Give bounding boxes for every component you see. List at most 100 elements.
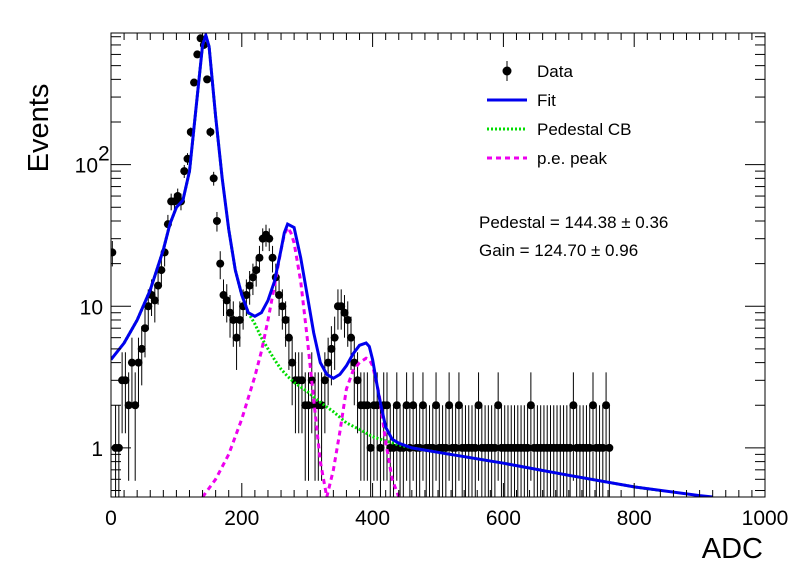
data-point <box>278 302 287 311</box>
data-point <box>474 401 483 410</box>
legend-entry: Data <box>502 61 573 81</box>
data-point <box>304 401 313 410</box>
data-point <box>137 344 146 353</box>
data-point <box>585 443 594 452</box>
data-point <box>418 401 427 410</box>
data-point <box>588 401 597 410</box>
x-tick-label: 200 <box>224 507 259 530</box>
data-point <box>226 308 235 317</box>
fit-annotation: Pedestal = 144.38 ± 0.36 <box>479 213 668 232</box>
data-point <box>343 315 352 324</box>
data-point <box>307 376 316 385</box>
y-axis-title: Events <box>23 84 55 173</box>
data-point <box>598 443 607 452</box>
legend-label: p.e. peak <box>537 149 607 168</box>
data-point <box>150 296 159 305</box>
data-point <box>144 302 153 311</box>
data-point <box>340 308 349 317</box>
data-point <box>232 333 241 342</box>
data-point <box>363 401 372 410</box>
data-point <box>432 401 441 410</box>
series-p-e-peak-curve <box>201 224 401 497</box>
y-tick-label: 10 <box>75 155 98 178</box>
data-points <box>111 34 614 497</box>
data-point <box>451 443 460 452</box>
data-point <box>248 273 257 282</box>
y-tick-label: 10 <box>80 296 103 319</box>
data-point <box>392 401 401 410</box>
data-point <box>265 234 274 243</box>
data-point <box>402 401 411 410</box>
legend-label: Data <box>537 62 573 81</box>
data-point <box>494 401 503 410</box>
data-point <box>121 376 130 385</box>
data-point <box>490 443 499 452</box>
data-point <box>245 281 254 290</box>
fit-annotations: Pedestal = 144.38 ± 0.36 Gain = 124.70 ± … <box>479 213 668 260</box>
data-point <box>111 248 117 257</box>
x-tick-label: 800 <box>617 507 652 530</box>
data-point <box>284 333 293 342</box>
y-tick-label: 1 <box>91 438 103 461</box>
plot-area <box>111 33 713 497</box>
data-point <box>347 333 356 342</box>
data-point <box>389 443 398 452</box>
data-point <box>216 259 225 268</box>
data-point <box>330 333 339 342</box>
x-axis-title: ADC <box>702 533 763 565</box>
legend-label: Fit <box>537 91 556 110</box>
data-point <box>602 401 611 410</box>
legend-marker <box>502 66 512 76</box>
data-point <box>193 50 202 59</box>
data-point <box>157 266 166 275</box>
series-fit-curve <box>111 33 713 497</box>
data-point <box>353 376 362 385</box>
data-point <box>454 401 463 410</box>
data-point <box>242 291 251 300</box>
data-point <box>127 358 136 367</box>
data-point <box>275 291 284 300</box>
data-point <box>222 296 231 305</box>
fit-annotation: Gain = 124.70 ± 0.96 <box>479 241 638 260</box>
data-point <box>445 401 454 410</box>
y-tick-exponent: 2 <box>98 143 110 166</box>
data-point <box>141 324 150 333</box>
x-tick-label: 1000 <box>742 507 789 530</box>
data-point <box>124 401 133 410</box>
legend-label: Pedestal CB <box>537 120 632 139</box>
data-point <box>134 358 143 367</box>
data-point <box>288 358 297 367</box>
data-point <box>337 302 346 311</box>
data-point <box>154 281 163 290</box>
data-point <box>376 443 385 452</box>
legend-entry: Pedestal CB <box>487 120 632 139</box>
data-point <box>203 75 212 84</box>
data-point <box>255 253 264 262</box>
legend-entry: p.e. peak <box>487 149 607 168</box>
x-tick-label: 0 <box>105 507 117 530</box>
data-point <box>235 315 244 324</box>
data-point <box>268 253 277 262</box>
data-point <box>569 401 578 410</box>
data-point <box>324 358 333 367</box>
x-tick-label: 600 <box>486 507 521 530</box>
data-point <box>320 376 329 385</box>
data-point <box>229 315 238 324</box>
data-point <box>190 78 199 87</box>
data-point <box>382 401 391 410</box>
data-point <box>206 127 215 136</box>
data-point <box>471 443 480 452</box>
data-point <box>180 167 189 176</box>
data-point <box>131 401 140 410</box>
legend-entry: Fit <box>487 91 556 110</box>
data-point <box>523 443 532 452</box>
data-point <box>327 344 336 353</box>
data-point <box>366 443 375 452</box>
data-point <box>566 443 575 452</box>
data-point <box>209 174 218 183</box>
data-point <box>441 443 450 452</box>
data-point <box>252 266 261 275</box>
